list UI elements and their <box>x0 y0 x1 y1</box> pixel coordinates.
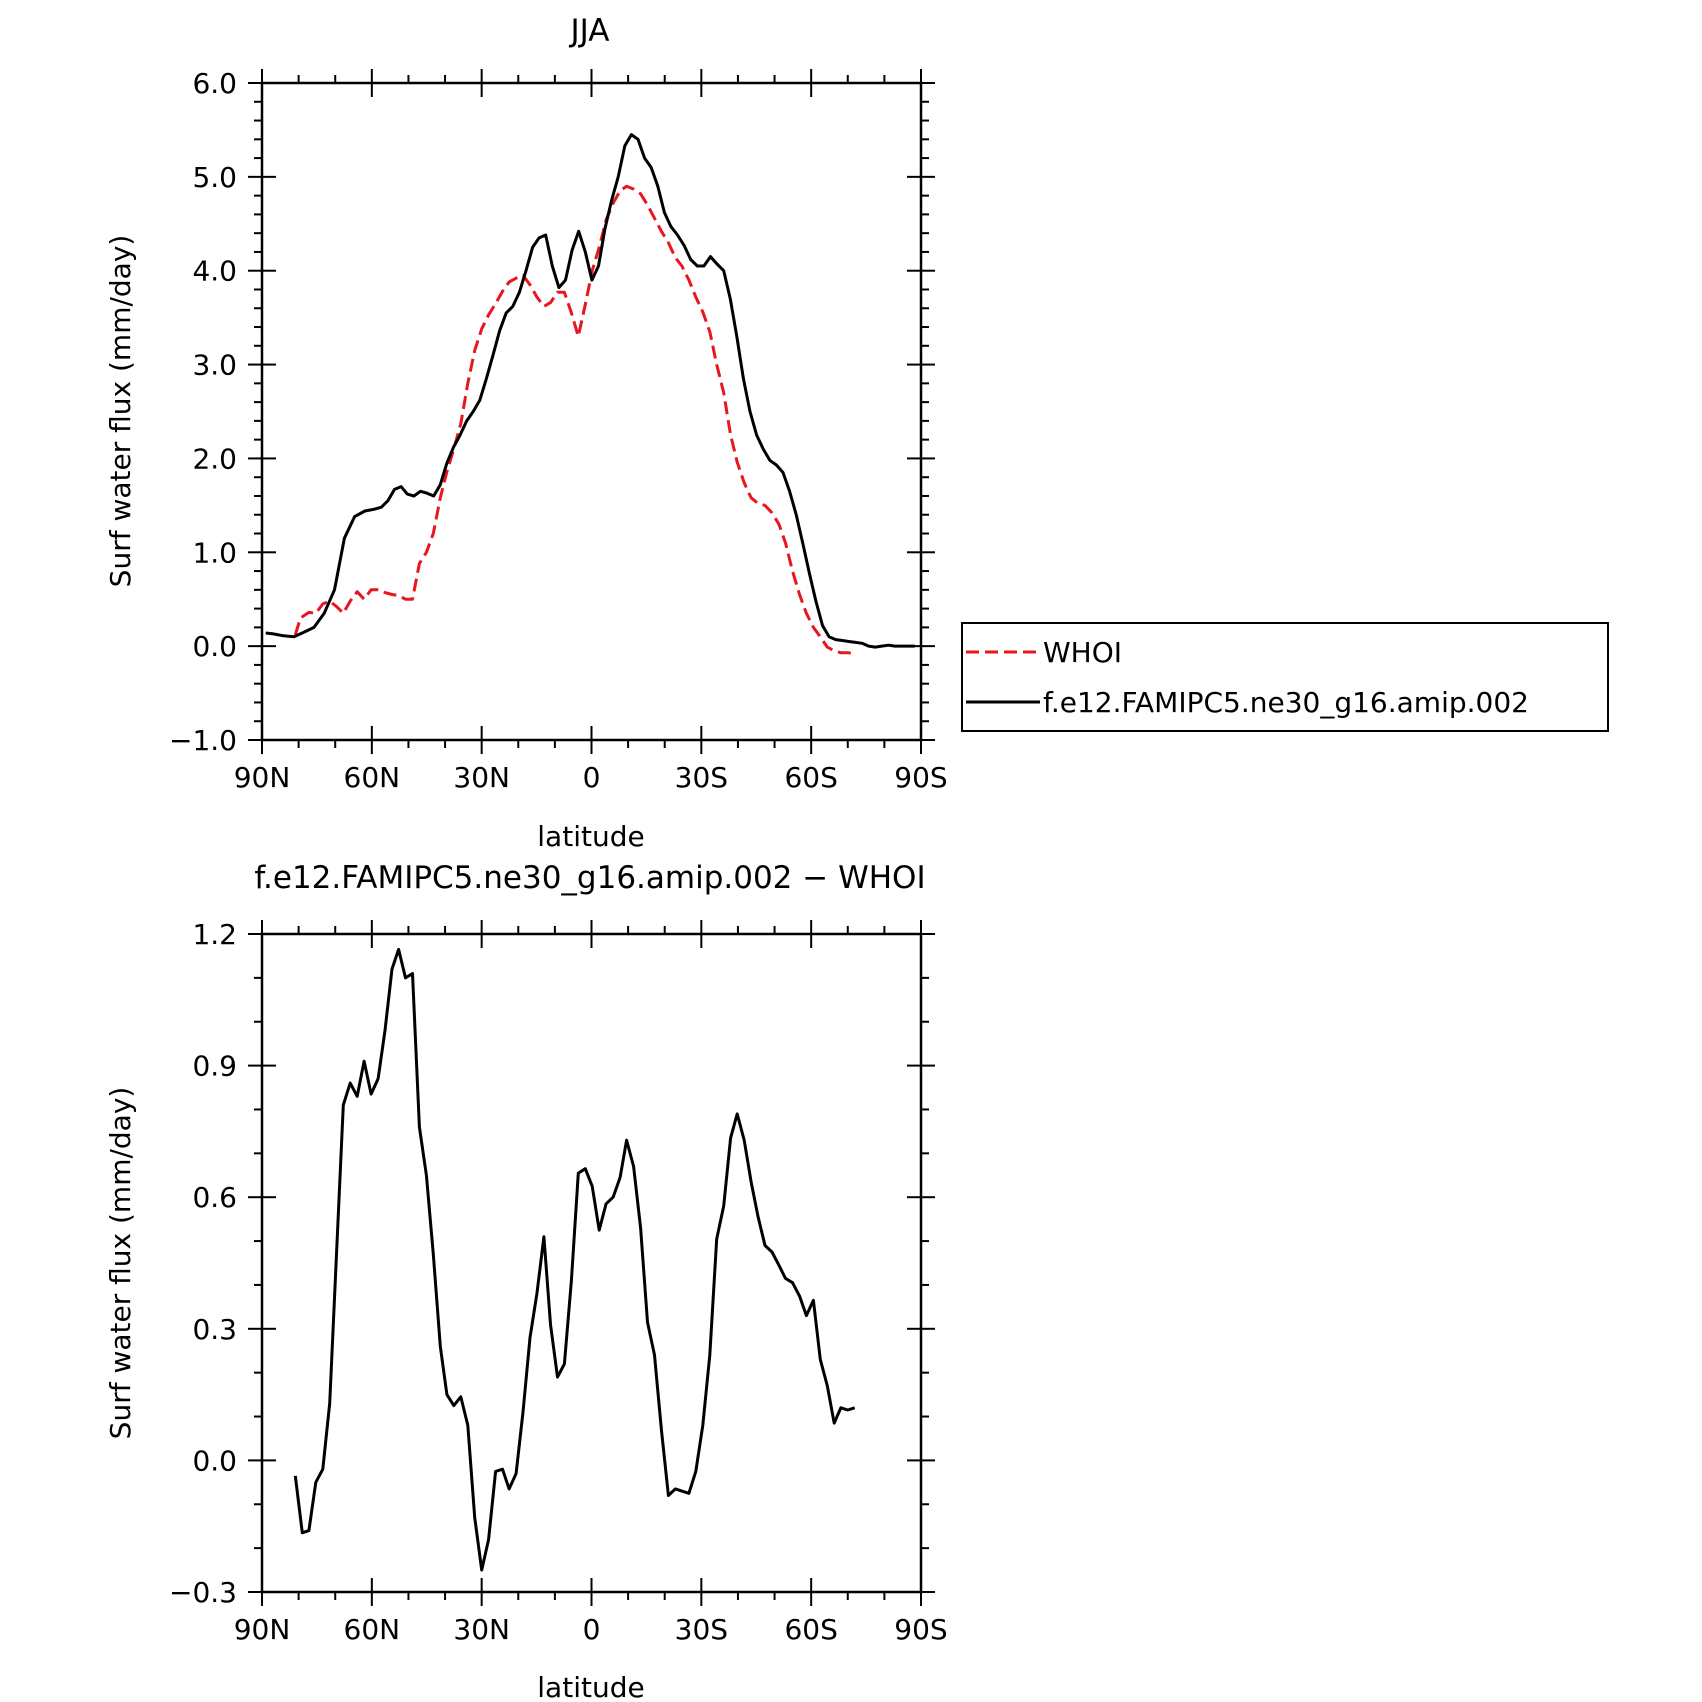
bottom-xtick-label: 90S <box>894 1613 947 1646</box>
top-xtick-label: 60N <box>344 761 401 794</box>
panel-top-xtick-labels: 90N 60N 30N 0 30S 60S 90S <box>234 761 948 794</box>
panel-top-frame <box>260 81 923 742</box>
bottom-ytick-label: 0.9 <box>192 1050 237 1083</box>
legend-label-whoi: WHOI <box>1043 636 1122 669</box>
panel-top-ytick-labels: −1.0 0.0 1.0 2.0 3.0 4.0 5.0 6.0 <box>169 67 237 757</box>
top-xtick-label: 60S <box>784 761 837 794</box>
bottom-xtick-label: 60N <box>344 1613 401 1646</box>
panel-top-ticks <box>248 69 935 754</box>
bottom-xtick-label: 0 <box>583 1613 601 1646</box>
top-xtick-label: 90N <box>234 761 291 794</box>
panel-bottom-series-lines <box>293 947 856 1572</box>
panel-top-title: JJA <box>569 13 610 49</box>
top-ytick-label: 4.0 <box>192 255 237 288</box>
bottom-ytick-label: 0.3 <box>192 1313 237 1346</box>
bottom-xtick-label: 30S <box>675 1613 728 1646</box>
top-ytick-label: 2.0 <box>192 442 237 475</box>
panel-top-jja: JJA 90N 60N 30N 0 30S 60S 90S −1.0 0.0 1.0 2.0 3.0… <box>104 13 948 853</box>
legend-label-model: f.e12.FAMIPC5.ne30_g16.amip.002 <box>1043 686 1529 719</box>
panel-bottom-title: f.e12.FAMIPC5.ne30_g16.amip.002 − WHOI <box>254 860 925 896</box>
top-series-line-whoi <box>293 184 855 656</box>
legend-frame <box>961 622 1609 732</box>
panel-bottom-xtick-labels: 90N 60N 30N 0 30S 60S 90S <box>234 1613 948 1646</box>
panel-bottom-ytick-labels: −0.3 0.0 0.3 0.6 0.9 1.2 <box>169 918 237 1609</box>
top-xtick-label: 0 <box>583 761 601 794</box>
top-ytick-label: 0.0 <box>192 630 237 663</box>
bottom-ytick-label: 0.6 <box>192 1181 237 1214</box>
top-ytick-label: −1.0 <box>169 724 237 757</box>
panel-top-series-lines <box>265 133 915 656</box>
top-ytick-label: 3.0 <box>192 349 237 382</box>
bottom-xtick-label: 60S <box>784 1613 837 1646</box>
bottom-ytick-label: −0.3 <box>169 1576 237 1609</box>
bottom-ytick-label: 1.2 <box>192 918 237 951</box>
top-xtick-label: 90S <box>894 761 947 794</box>
legend: WHOI f.e12.FAMIPC5.ne30_g16.amip.002 <box>961 622 1609 732</box>
top-ytick-label: 1.0 <box>192 536 237 569</box>
top-xtick-label: 30N <box>453 761 510 794</box>
panel-top-xlabel: latitude <box>537 820 644 853</box>
top-series-line-f-e12-famipc5-ne30-g16-amip-002 <box>265 133 915 649</box>
panel-bottom-xlabel: latitude <box>537 1671 644 1702</box>
panel-bottom-frame <box>260 932 923 1594</box>
top-ytick-label: 6.0 <box>192 67 237 100</box>
panel-bottom-ylabel: Surf water flux (mm/day) <box>104 1087 137 1440</box>
top-ytick-label: 5.0 <box>192 161 237 194</box>
panel-bottom-difference: f.e12.FAMIPC5.ne30_g16.amip.002 − WHOI 9… <box>104 860 948 1702</box>
bottom-xtick-label: 30N <box>453 1613 510 1646</box>
bottom-ytick-label: 0.0 <box>192 1444 237 1477</box>
panel-bottom-ticks <box>248 920 935 1606</box>
panel-top-ylabel: Surf water flux (mm/day) <box>104 235 137 588</box>
bottom-xtick-label: 90N <box>234 1613 291 1646</box>
bottom-series-line-difference <box>293 947 856 1572</box>
top-xtick-label: 30S <box>675 761 728 794</box>
